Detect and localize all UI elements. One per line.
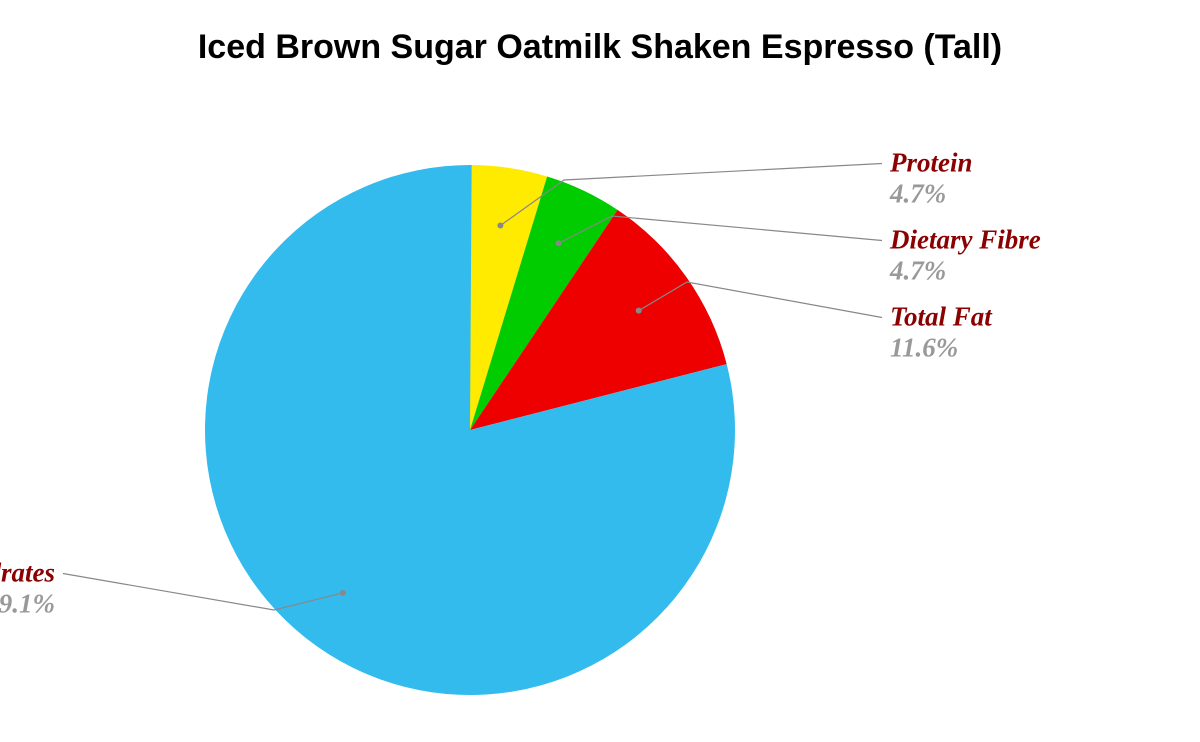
slice-label-name: Dietary Fibre xyxy=(889,225,1041,255)
slice-label-pct: 4.7% xyxy=(889,179,946,209)
slice-label-pct: 11.6% xyxy=(890,333,958,363)
leader-dot xyxy=(556,240,562,246)
chart-area: Protein4.7%Dietary Fibre4.7%Total Fat11.… xyxy=(0,120,1200,740)
title-line-1: Iced Brown Sugar Oatmilk Shaken Espresso… xyxy=(198,28,1002,66)
slice-label-name: Carbohydrates xyxy=(0,558,55,588)
slice-label-pct: 79.1% xyxy=(0,589,55,619)
pie-chart: Protein4.7%Dietary Fibre4.7%Total Fat11.… xyxy=(0,120,1200,740)
slice-label-pct: 4.7% xyxy=(889,256,946,286)
slice-label-name: Protein xyxy=(889,148,973,178)
slice-label-name: Total Fat xyxy=(890,302,993,332)
chart-title: Iced Brown Sugar Oatmilk Shaken Espresso… xyxy=(0,0,1200,67)
